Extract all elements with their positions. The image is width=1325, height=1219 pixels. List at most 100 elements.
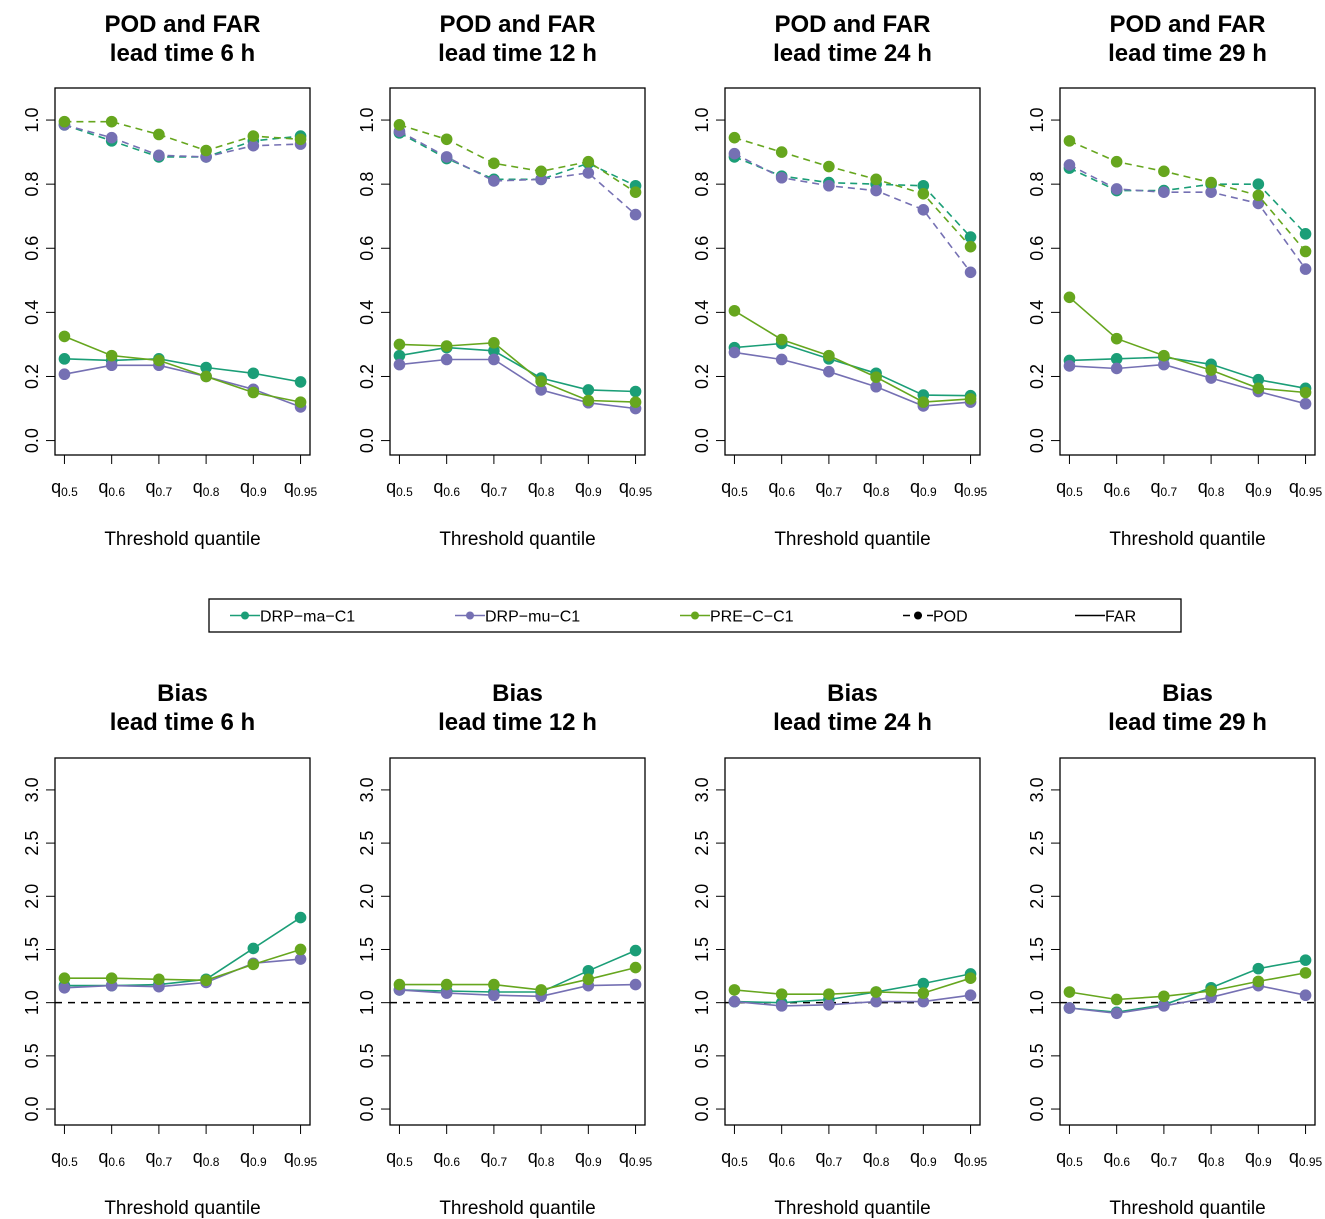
legend-label: DRP−mu−C1	[485, 609, 580, 626]
plot-frame	[54, 757, 311, 1126]
data-point-pre-c-c1	[775, 333, 788, 346]
x-tick-label: q0.9	[910, 1147, 937, 1169]
y-tick-label: 0.0	[357, 1097, 377, 1122]
x-tick-label: q0.95	[1289, 1147, 1323, 1169]
y-tick-label: 0.6	[22, 236, 42, 261]
plot-frame	[1059, 87, 1316, 456]
plot-frame	[389, 757, 646, 1126]
data-point-drp-mu-c1	[1299, 989, 1312, 1002]
legend-label: PRE−C−C1	[710, 609, 794, 626]
data-point-pre-c-c1	[200, 144, 212, 157]
data-point-drp-ma-c1	[582, 384, 595, 396]
data-point-drp-ma-c1	[1299, 228, 1312, 240]
data-point-drp-ma-c1	[1110, 353, 1123, 365]
y-tick-label: 1.5	[22, 937, 42, 962]
data-point-pre-c-c1	[1252, 382, 1265, 395]
x-tick-label: q0.95	[619, 477, 653, 499]
panel-title-line: lead time 12 h	[438, 40, 597, 67]
data-point-pre-c-c1	[247, 958, 260, 971]
data-point-drp-mu-c1	[823, 179, 835, 192]
data-point-pre-c-c1	[629, 961, 642, 974]
legend-marker	[914, 611, 922, 620]
x-tick-label: q0.9	[575, 1147, 602, 1169]
data-point-pre-c-c1	[1205, 176, 1217, 189]
y-tick-label: 0.2	[692, 364, 712, 389]
data-point-drp-ma-c1	[488, 345, 500, 357]
data-point-drp-mu-c1	[58, 981, 71, 994]
data-point-pre-c-c1	[728, 304, 741, 317]
y-tick-label: 0.2	[357, 364, 377, 389]
data-point-drp-ma-c1	[1252, 178, 1265, 190]
data-point-drp-mu-c1	[153, 149, 165, 162]
data-point-drp-mu-c1	[775, 171, 788, 184]
y-tick-label: 3.0	[357, 777, 377, 802]
y-tick-label: 1.5	[692, 937, 712, 962]
data-point-drp-mu-c1	[105, 131, 118, 144]
series-line-pre-c-c1-pod	[1069, 140, 1307, 253]
data-point-pre-c-c1	[582, 155, 595, 168]
legend-item-drp-mu-c1: DRP−mu−C1	[455, 609, 580, 626]
x-tick-label: q0.7	[481, 1147, 508, 1169]
x-tick-label: q0.9	[240, 1147, 267, 1169]
data-point-drp-ma-c1	[917, 977, 930, 990]
x-tick-label: q0.9	[240, 477, 267, 499]
y-tick-label: 0.8	[22, 172, 42, 197]
data-point-drp-ma-c1	[1252, 962, 1265, 975]
data-point-pre-c-c1	[440, 340, 453, 352]
data-point-drp-mu-c1	[1110, 1007, 1123, 1020]
x-tick-label: q0.8	[193, 1147, 220, 1169]
y-tick-label: 0.6	[357, 236, 377, 261]
y-tick-label: 2.0	[692, 884, 712, 909]
x-tick-label: q0.9	[575, 477, 602, 499]
y-tick-label: 0.0	[692, 1097, 712, 1122]
data-point-pre-c-c1	[440, 133, 453, 146]
data-point-pre-c-c1	[1063, 135, 1076, 147]
data-point-drp-mu-c1	[105, 359, 118, 372]
x-tick-label: q0.6	[433, 1147, 460, 1169]
x-tick-label: q0.95	[1289, 477, 1323, 499]
series-line-drp-mu-c1	[1069, 984, 1306, 1015]
x-axis-label: Threshold quantile	[1109, 1198, 1265, 1219]
data-point-pre-c-c1	[247, 130, 260, 142]
legend-marker	[241, 611, 249, 620]
x-tick-label: q0.7	[1151, 477, 1178, 499]
x-axis-label: Threshold quantile	[439, 1198, 595, 1219]
series-line-drp-mu-c1-pod	[1069, 164, 1307, 270]
x-tick-label: q0.8	[863, 1147, 890, 1169]
data-point-drp-mu-c1	[1299, 263, 1312, 275]
y-tick-label: 0.0	[1027, 1097, 1047, 1122]
series-line-pre-c-c1	[399, 966, 636, 991]
y-tick-label: 1.0	[1027, 108, 1047, 133]
y-tick-label: 3.0	[1027, 777, 1047, 802]
x-tick-label: q0.8	[193, 477, 220, 499]
plot-frame	[724, 87, 981, 456]
panel-title-line: Bias	[1162, 680, 1213, 707]
data-point-drp-mu-c1	[775, 1000, 788, 1012]
series-line-drp-ma-c1	[734, 973, 971, 1004]
x-tick-label: q0.6	[1103, 477, 1130, 499]
panel-title-line: POD and FAR	[1109, 11, 1265, 38]
data-point-drp-mu-c1	[440, 151, 453, 163]
panel-title-line: lead time 24 h	[773, 40, 932, 67]
data-point-drp-mu-c1	[1063, 1002, 1076, 1014]
data-point-pre-c-c1	[393, 338, 406, 351]
data-point-pre-c-c1	[488, 978, 500, 991]
data-point-drp-mu-c1	[294, 953, 307, 965]
data-point-drp-mu-c1	[1252, 197, 1265, 210]
x-tick-label: q0.6	[98, 477, 125, 499]
data-point-pre-c-c1	[1158, 165, 1170, 178]
y-tick-label: 0.8	[357, 172, 377, 197]
y-tick-label: 2.5	[692, 831, 712, 856]
series-line-pre-c-c1	[1069, 972, 1306, 1001]
y-tick-label: 2.0	[22, 884, 42, 909]
series-line-pre-c-c1-far	[399, 341, 636, 403]
x-axis-label: Threshold quantile	[104, 529, 260, 550]
x-tick-label: q0.8	[1198, 1147, 1225, 1169]
x-tick-label: q0.95	[619, 1147, 653, 1169]
data-point-pre-c-c1	[488, 157, 500, 170]
data-point-pre-c-c1	[200, 974, 212, 987]
y-tick-label: 3.0	[692, 777, 712, 802]
data-point-pre-c-c1	[728, 131, 741, 144]
